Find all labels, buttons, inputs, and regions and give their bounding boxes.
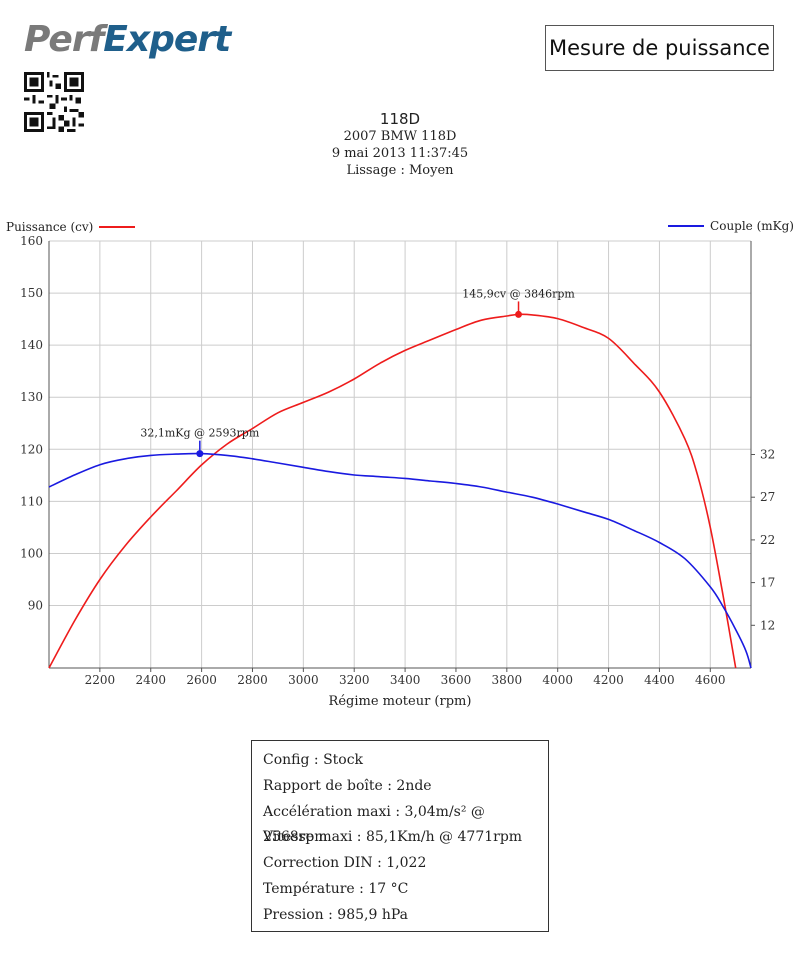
x-tick-label: 3800	[492, 673, 523, 687]
info-acceleration: Accélération maxi : 3,04m/s² @ 2568rpm	[263, 803, 485, 846]
legend-torque-swatch	[668, 225, 705, 227]
legend-power: Puissance (cv)	[6, 220, 136, 234]
torque-peak-label: 32,1mKg @ 2593rpm	[140, 427, 259, 440]
report-title-box: Mesure de puissance	[545, 25, 774, 71]
x-tick-label: 3600	[441, 673, 472, 687]
power-curve	[48, 313, 737, 669]
power-peak-marker	[515, 310, 523, 318]
y-right-tick-label: 22	[760, 533, 775, 547]
info-config: Config : Stock	[263, 752, 364, 768]
x-axis-label: Régime moteur (rpm)	[329, 694, 472, 709]
y-left-tick-label: 160	[20, 234, 43, 248]
y-right-tick-label: 17	[760, 576, 775, 590]
torque-peak-marker	[196, 450, 204, 458]
legend-torque-label: Couple (mKg)	[710, 219, 794, 233]
power-peak-label: 145,9cv @ 3846rpm	[462, 287, 575, 300]
x-tick-label: 4600	[695, 673, 726, 687]
info-din-correction: Correction DIN : 1,022	[263, 855, 427, 872]
y-left-tick-label: 90	[28, 599, 43, 613]
x-tick-label: 2400	[135, 673, 166, 687]
legend-power-swatch	[99, 226, 136, 228]
dyno-chart: 2200 2400 2600 2800 3000 3200 3400 3600 3800 4000…	[20, 234, 775, 709]
x-tick-label: 2200	[85, 673, 116, 687]
info-gear: Rapport de boîte : 2nde	[263, 777, 432, 794]
legend-power-label: Puissance (cv)	[6, 220, 94, 234]
y-left-tick-label: 140	[20, 338, 43, 352]
torque-curve	[48, 452, 752, 669]
measurement-date: 9 mai 2013 11:37:45	[331, 146, 469, 161]
x-tick-label: 2800	[237, 673, 268, 687]
qr-code-icon	[24, 72, 84, 132]
x-tick-label: 4200	[593, 673, 624, 687]
x-tick-label: 4000	[542, 673, 573, 687]
info-pressure: Pression : 985,9 hPa	[263, 906, 408, 923]
x-tick-label: 4400	[644, 673, 675, 687]
vehicle-model: 118D	[379, 110, 421, 128]
y-left-tick-label: 130	[20, 390, 43, 404]
y-left-tick-label: 120	[20, 442, 43, 456]
y-right-tick-label: 27	[760, 490, 775, 504]
smoothing-level: Lissage : Moyen	[346, 163, 454, 178]
x-tick-label: 2600	[186, 673, 217, 687]
x-tick-label: 3200	[339, 673, 370, 687]
y-right-tick-label: 12	[760, 618, 775, 632]
y-right-tick-label: 32	[760, 448, 775, 462]
y-left-tick-label: 110	[20, 494, 43, 508]
x-tick-label: 3400	[390, 673, 421, 687]
logo-perf-text: Perf	[24, 19, 104, 60]
x-tick-label: 3000	[288, 673, 319, 687]
legend-torque: Couple (mKg)	[668, 219, 794, 233]
test-info-box: Config : Stock Rapport de boîte : 2nde A…	[251, 740, 549, 932]
y-left-tick-label: 100	[20, 546, 43, 560]
info-max-speed: Vitesse maxi : 85,1Km/h @ 4771rpm	[263, 829, 523, 846]
y-left-tick-label: 150	[20, 286, 43, 300]
vehicle-description: 2007 BMW 118D	[343, 129, 457, 144]
info-temperature: Température : 17 °C	[263, 880, 409, 897]
perfexpert-logo: PerfExpert	[24, 19, 231, 60]
logo-expert-text: Expert	[103, 19, 231, 60]
report-title: Mesure de puissance	[549, 36, 770, 60]
